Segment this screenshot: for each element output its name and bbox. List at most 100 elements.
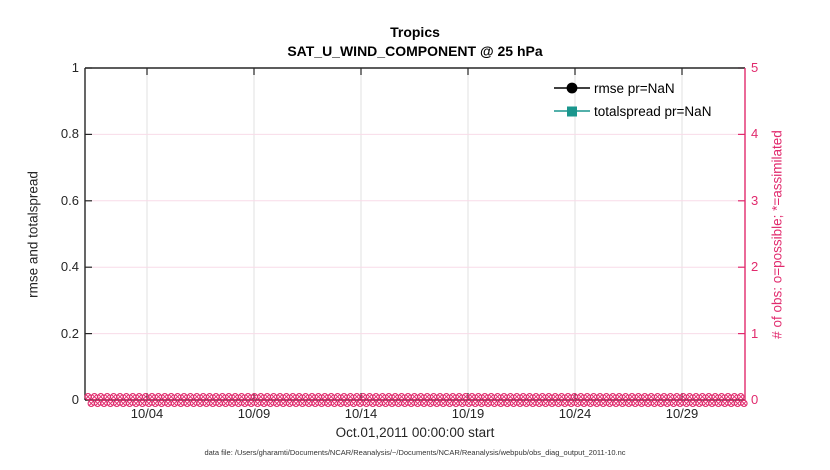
obs-count-marker — [269, 393, 278, 401]
obs-count-marker — [103, 393, 111, 401]
left-y-tick-label: 0.2 — [60, 325, 79, 341]
obs-count-marker — [129, 393, 137, 401]
obs-count-marker — [340, 393, 348, 401]
obs-count-marker — [295, 393, 303, 401]
obs-count-marker — [724, 393, 732, 401]
obs-count-marker — [385, 393, 393, 401]
obs-count-marker — [378, 393, 387, 401]
x-tick-label: 10/09 — [237, 406, 271, 421]
left-y-tick-label: 0.4 — [60, 259, 79, 275]
obs-count-marker — [148, 393, 156, 401]
obs-count-marker — [698, 393, 707, 401]
obs-count-marker — [321, 393, 329, 401]
obs-count-marker — [545, 393, 553, 401]
obs-count-marker — [231, 393, 239, 401]
chart-subtitle: SAT_U_WIND_COMPONENT @ 25 hPa — [287, 43, 543, 59]
obs-count-marker — [634, 393, 643, 401]
obs-count-marker — [557, 393, 566, 401]
x-axis-label: Oct.01,2011 00:00:00 start — [335, 425, 495, 440]
obs-count-marker — [327, 393, 335, 401]
obs-count-marker — [493, 393, 502, 401]
obs-count-marker — [301, 393, 310, 401]
obs-count-marker — [145, 399, 153, 408]
obs-count-marker — [199, 393, 207, 401]
obs-count-marker — [705, 393, 713, 401]
obs-count-marker — [100, 399, 108, 408]
obs-count-marker — [173, 393, 182, 401]
legend-item-totalspread: totalspread pr=NaN — [553, 102, 711, 120]
obs-count-marker — [644, 399, 652, 408]
obs-count-marker — [730, 393, 739, 401]
obs-count-marker — [237, 393, 246, 401]
obs-count-marker — [673, 393, 681, 401]
obs-count-marker — [298, 399, 307, 408]
obs-count-marker — [625, 399, 633, 408]
obs-count-marker — [116, 393, 124, 401]
obs-count-marker — [442, 393, 451, 401]
obs-count-marker — [365, 393, 374, 401]
obs-count-marker — [685, 393, 694, 401]
x-tick-label: 10/29 — [665, 406, 699, 421]
data-file-path: data file: /Users/gharamti/Documents/NCA… — [204, 448, 626, 457]
obs-count-marker — [391, 393, 399, 401]
obs-count-marker — [413, 399, 422, 408]
legend: rmse pr=NaN totalspread pr=NaN — [553, 79, 711, 120]
obs-count-marker — [257, 393, 265, 401]
obs-count-marker — [401, 399, 409, 408]
right-y-tick-label: 0 — [751, 392, 759, 407]
obs-count-marker — [721, 399, 729, 408]
obs-count-marker — [167, 393, 175, 401]
obs-count-marker — [660, 393, 668, 401]
obs-count-marker — [525, 393, 534, 401]
obs-count-marker — [276, 393, 284, 401]
obs-count-marker — [346, 393, 355, 401]
obs-count-marker — [420, 399, 428, 408]
x-tick-label: 10/24 — [558, 406, 592, 421]
obs-count-marker — [109, 393, 118, 401]
obs-count-marker — [250, 393, 259, 401]
obs-count-marker — [596, 393, 604, 401]
obs-count-marker — [641, 393, 649, 401]
obs-count-marker — [679, 393, 687, 401]
x-tick-label: 10/04 — [130, 406, 164, 421]
obs-count-marker — [468, 393, 476, 401]
obs-count-marker — [631, 399, 639, 408]
totalspread-line-marker-icon — [554, 106, 590, 117]
legend-label-totalspread: totalspread pr=NaN — [594, 103, 712, 119]
legend-label-rmse: rmse pr=NaN — [594, 80, 675, 96]
right-y-tick-label: 2 — [751, 259, 759, 275]
obs-count-marker — [404, 393, 412, 401]
obs-count-marker — [500, 393, 508, 401]
obs-count-marker — [84, 393, 92, 401]
obs-count-marker — [647, 393, 655, 401]
obs-count-marker — [711, 393, 719, 401]
obs-count-marker — [628, 393, 636, 401]
obs-count-marker — [429, 393, 438, 401]
left-y-tick-label: 1 — [71, 60, 79, 75]
obs-count-marker — [487, 393, 495, 401]
obs-count-marker — [538, 393, 547, 401]
obs-count-marker — [154, 393, 163, 401]
obs-count-marker — [314, 393, 323, 401]
obs-count-marker — [455, 393, 463, 401]
obs-count-marker — [141, 393, 150, 401]
obs-count-marker — [692, 393, 700, 401]
obs-count-marker — [509, 399, 518, 408]
obs-count-marker — [122, 393, 131, 401]
obs-count-marker — [666, 393, 675, 401]
obs-count-marker — [564, 393, 572, 401]
obs-count-marker — [532, 393, 540, 401]
obs-count-marker — [289, 393, 297, 401]
obs-count-marker — [218, 393, 227, 401]
obs-count-marker — [305, 399, 313, 408]
obs-count-marker — [333, 393, 342, 401]
obs-count-marker — [212, 393, 220, 401]
obs-count-marker — [513, 393, 521, 401]
obs-count-marker — [481, 393, 489, 401]
obs-count-marker — [353, 393, 361, 401]
obs-count-marker — [225, 393, 233, 401]
obs-count-marker — [135, 393, 143, 401]
obs-count-marker — [189, 399, 198, 408]
obs-count-marker — [93, 399, 102, 408]
